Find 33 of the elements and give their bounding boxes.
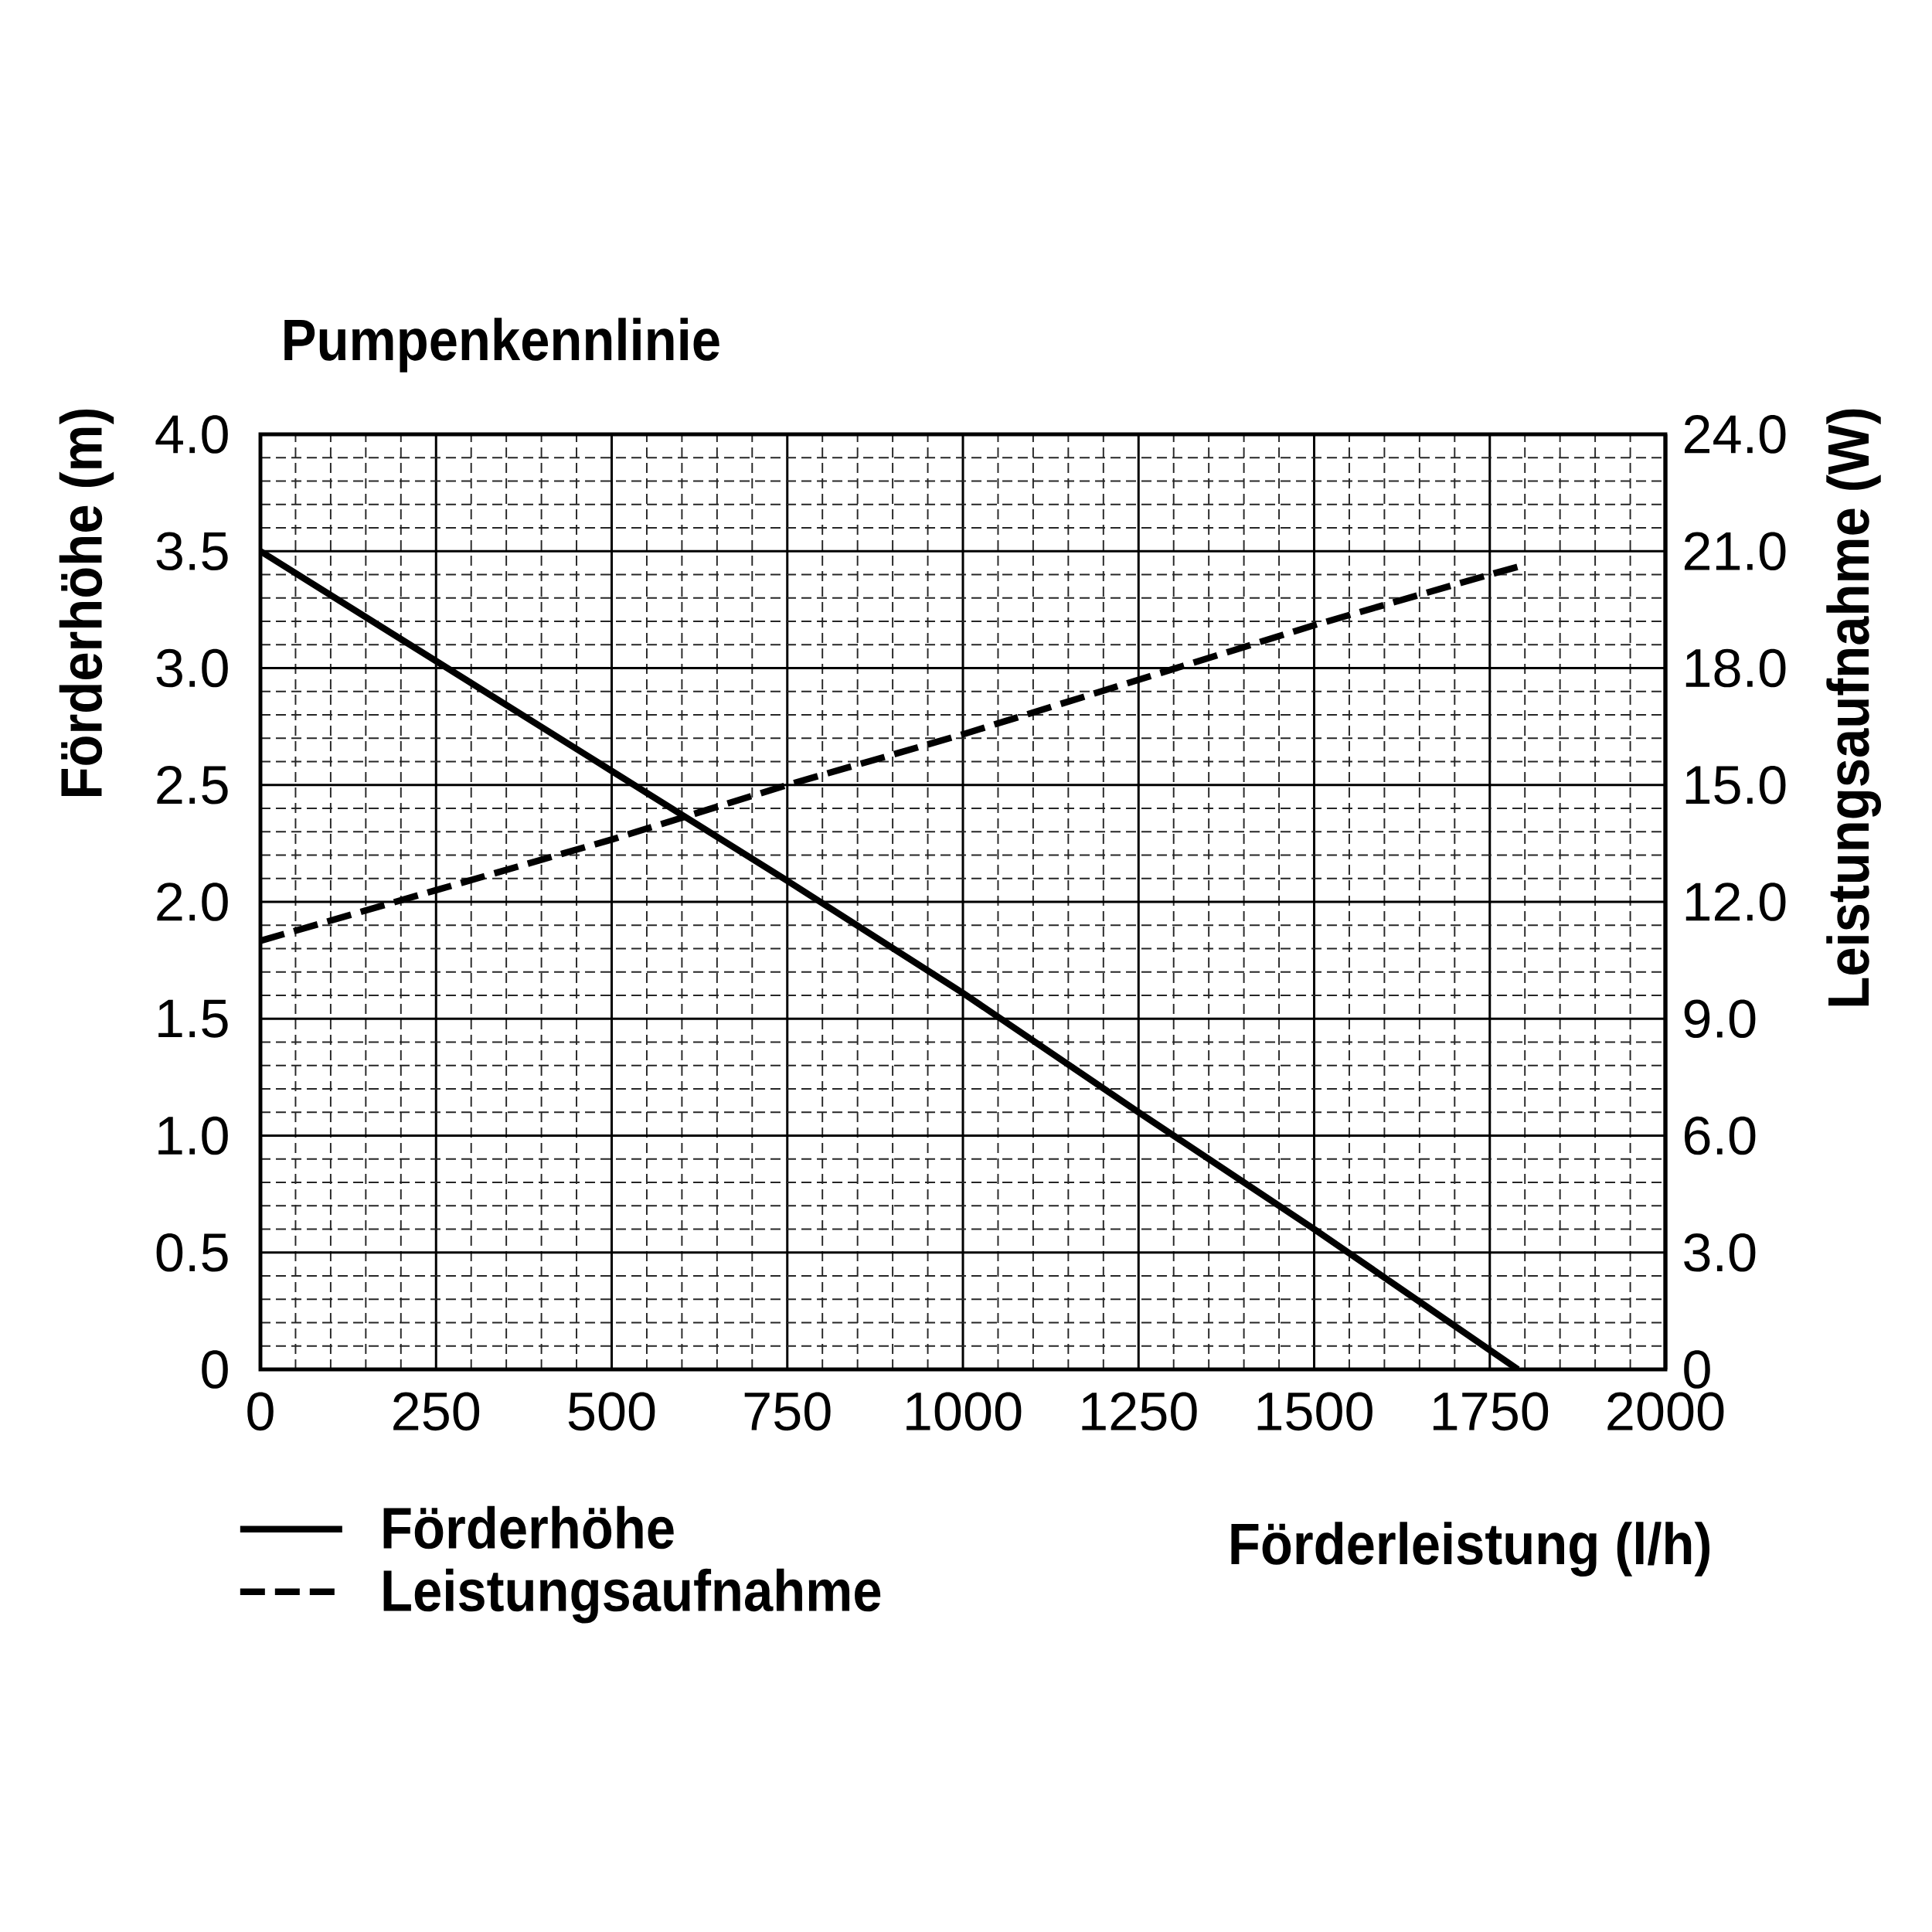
y-tick-label: 3.0: [156, 648, 228, 688]
y2-tick-label: 12.0: [1685, 883, 1786, 921]
x-tick-label: 2000: [1607, 1392, 1724, 1431]
y-tick-label: 3.5: [156, 532, 228, 571]
y-tick-label: 2.0: [157, 883, 228, 921]
legend-label: Förderhöhe: [383, 1505, 674, 1549]
y-tick-label: 2.5: [157, 765, 228, 804]
y2-tick-label: 0: [1684, 1350, 1710, 1389]
chart-title: Pumpenkennlinie: [284, 318, 719, 372]
y-tick-label: 0.5: [156, 1233, 228, 1272]
legend-label: Leistungsaufnahme: [383, 1568, 881, 1624]
y2-tick-label: 6.0: [1685, 1116, 1756, 1155]
y2-tick-label: 18.0: [1685, 648, 1786, 688]
x-axis-title: Förderleistung (l/h): [1231, 1522, 1709, 1577]
x-tick-label: 1750: [1433, 1392, 1549, 1431]
x-tick-label: 250: [393, 1392, 480, 1431]
y2-tick-label: 3.0: [1684, 1233, 1756, 1272]
x-tick-label: 750: [744, 1392, 831, 1431]
y-tick-label: 1.0: [158, 1116, 228, 1155]
y-tick-label: 0: [202, 1350, 228, 1389]
y-tick-label: 4.0: [155, 415, 228, 454]
y2-tick-label: 9.0: [1684, 999, 1756, 1039]
y2-axis-title: Leistungsaufnahme (W): [1826, 409, 1882, 1006]
x-tick-label: 1500: [1257, 1392, 1372, 1431]
x-tick-label: 500: [568, 1392, 655, 1431]
y2-tick-label: 15.0: [1685, 765, 1786, 804]
x-tick-label: 1250: [1082, 1392, 1197, 1431]
y2-tick-label: 21.0: [1684, 532, 1786, 571]
x-tick-label: 1000: [906, 1392, 1022, 1431]
y-axis-title: Förderhöhe (m): [59, 409, 114, 796]
y2-tick-label: 24.0: [1684, 415, 1786, 454]
x-tick-label: 0: [247, 1392, 274, 1431]
y-tick-label: 1.5: [158, 999, 228, 1038]
